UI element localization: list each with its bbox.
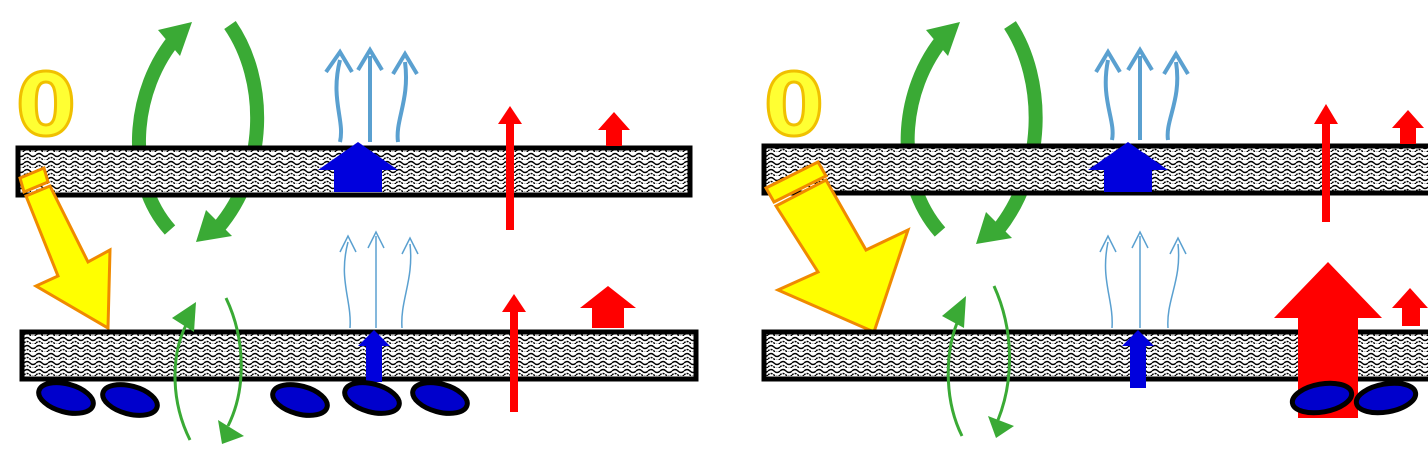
blue-clouds-left (36, 380, 470, 418)
green-thin-arrow-right (992, 285, 1011, 421)
blue-block-arrow-upper (318, 142, 398, 192)
red-arrow-upper-long (1314, 104, 1338, 222)
green-thin-arrowhead-up (172, 302, 196, 332)
green-thin-arrowhead-up (942, 296, 966, 328)
green-thin-arrowhead-down (988, 416, 1014, 438)
green-arrowhead-up (158, 22, 192, 56)
blue-clouds-right (1289, 380, 1419, 416)
red-small-block-arrow-upper (598, 112, 630, 146)
light-blue-arrows-upper (324, 46, 419, 143)
green-curved-arrow-right (212, 21, 265, 233)
yellow-arrow (763, 160, 911, 335)
green-arrowhead-up (926, 22, 960, 56)
red-small-block-arrow-lower (1392, 288, 1428, 326)
blue-block-arrow-upper (1088, 142, 1168, 192)
green-thin-arrow-left (946, 315, 964, 437)
panel-right: 0 (761, 21, 1428, 438)
lower-slab (19, 329, 699, 382)
green-thin-arrow-right (224, 297, 243, 427)
green-curved-arrow-left (900, 30, 952, 237)
light-blue-arrows-lower (1099, 230, 1187, 329)
yellow-arrow (18, 165, 112, 331)
green-thin-arrowhead-down (218, 420, 244, 444)
red-small-block-arrow-upper (1392, 110, 1424, 144)
panel-left: 0 (15, 21, 699, 444)
green-arrowhead-down (976, 212, 1012, 244)
light-blue-arrows-lower (339, 230, 419, 329)
green-curved-arrow-right (992, 21, 1043, 235)
red-block-arrow-lower (580, 286, 636, 328)
light-blue-arrows-upper (1094, 46, 1190, 141)
red-arrow-upper-long (498, 106, 522, 230)
green-arrowhead-down (196, 210, 232, 242)
green-thin-arrow-left (173, 317, 192, 441)
panel-label: 0 (764, 56, 824, 156)
red-arrow-lower-long (502, 294, 526, 412)
panel-label: 0 (16, 56, 76, 156)
blue-block-arrow-lower (358, 330, 390, 382)
red-large-block-arrow (1274, 262, 1382, 418)
blue-block-arrow-lower (1122, 330, 1154, 388)
green-curved-arrow-left (132, 30, 184, 235)
